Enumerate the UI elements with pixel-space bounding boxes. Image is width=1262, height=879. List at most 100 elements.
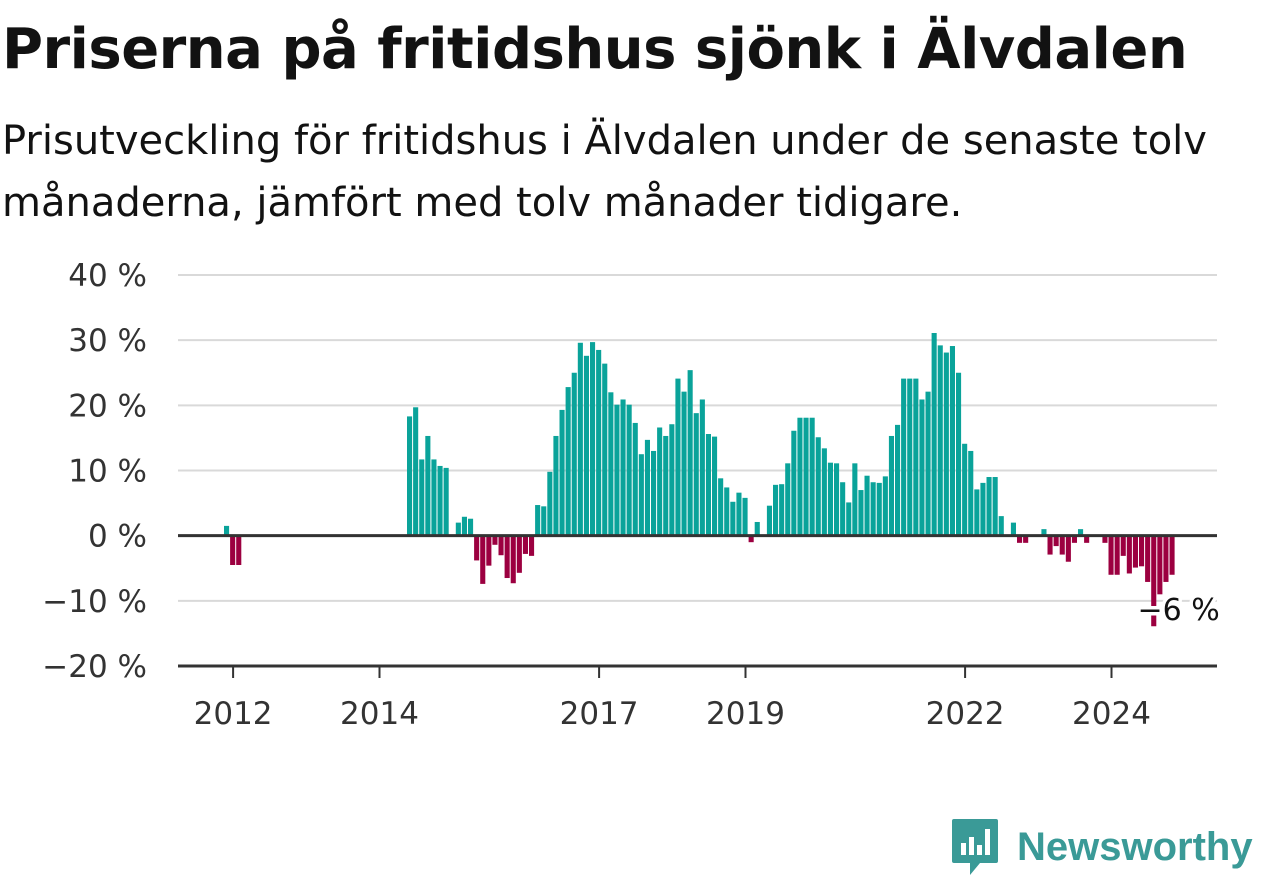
bar xyxy=(1108,535,1114,575)
bar xyxy=(1071,535,1077,543)
bar xyxy=(718,478,724,536)
bar xyxy=(937,345,943,536)
bar xyxy=(461,516,467,536)
bar xyxy=(492,535,498,545)
bar xyxy=(1041,529,1047,536)
bar xyxy=(1017,535,1023,543)
y-tick-label: 10 % xyxy=(68,454,147,490)
bar xyxy=(419,459,425,536)
chart-subtitle: Prisutveckling för fritidshus i Älvdalen… xyxy=(2,118,1207,226)
y-tick-label: −10 % xyxy=(42,584,147,620)
bar xyxy=(669,424,675,536)
bar xyxy=(949,346,955,536)
bar xyxy=(998,516,1004,536)
bar xyxy=(797,417,803,536)
bar xyxy=(815,437,821,536)
chart-title: Priserna på fritidshus sjönk i Älvdalen xyxy=(2,17,1188,82)
bar xyxy=(608,392,614,536)
bar xyxy=(516,535,522,573)
bar xyxy=(1078,529,1084,536)
bar xyxy=(486,535,492,566)
bar xyxy=(968,450,974,536)
y-tick-label: 30 % xyxy=(68,323,147,359)
bar xyxy=(846,502,852,536)
bar xyxy=(748,535,754,543)
x-axis-ticks: 2012 2014 2017 2019 2022 2024 xyxy=(194,666,1151,732)
bar xyxy=(535,505,541,536)
bar xyxy=(553,435,559,536)
bar xyxy=(583,355,589,536)
bar xyxy=(413,407,419,536)
bar xyxy=(840,482,846,536)
bar xyxy=(425,435,431,536)
newsworthy-logo-icon xyxy=(952,819,998,875)
bar xyxy=(888,435,894,536)
bar xyxy=(565,387,571,536)
bar xyxy=(699,399,705,536)
bar xyxy=(791,430,797,536)
bar xyxy=(651,450,657,536)
bar xyxy=(541,506,547,536)
bar xyxy=(1114,535,1120,575)
bar xyxy=(895,424,901,536)
bar xyxy=(1084,535,1090,543)
bar xyxy=(522,535,528,554)
y-tick-label: −20 % xyxy=(42,649,147,685)
bar xyxy=(1023,535,1029,543)
bar xyxy=(882,476,888,536)
data-label-last-value: −6 % xyxy=(1137,593,1219,628)
bar xyxy=(431,459,437,536)
bar xyxy=(1163,535,1169,582)
bar xyxy=(785,463,791,536)
x-tick-label: 2024 xyxy=(1072,696,1151,732)
bar xyxy=(1157,535,1163,595)
bar xyxy=(742,497,748,536)
x-tick-label: 2012 xyxy=(194,696,273,732)
bar xyxy=(632,422,638,536)
y-tick-label: 0 % xyxy=(88,519,147,555)
bar xyxy=(474,535,480,561)
bar xyxy=(510,535,516,584)
bar xyxy=(876,482,882,536)
bar xyxy=(577,342,583,536)
bar xyxy=(956,372,962,536)
bar xyxy=(504,535,510,579)
bar xyxy=(724,487,730,536)
bar xyxy=(1059,535,1065,555)
bar xyxy=(620,399,626,536)
bar xyxy=(224,525,230,536)
bar xyxy=(1102,535,1108,543)
bar xyxy=(547,471,553,536)
bar xyxy=(638,454,644,536)
bar xyxy=(644,439,650,536)
bar xyxy=(1047,535,1053,555)
bar xyxy=(827,462,833,536)
bar xyxy=(443,467,449,536)
bar xyxy=(712,436,718,536)
bar xyxy=(529,535,535,556)
bar xyxy=(754,521,760,536)
bar xyxy=(834,463,840,536)
bar xyxy=(730,501,736,536)
bar xyxy=(852,463,858,536)
bar xyxy=(657,427,663,536)
bar xyxy=(919,399,925,536)
brand-logo: Newsworthy xyxy=(950,816,1253,878)
bar xyxy=(1139,535,1145,567)
bar xyxy=(907,378,913,536)
bar xyxy=(803,417,809,536)
bar xyxy=(931,333,937,536)
bar xyxy=(943,352,949,536)
bar xyxy=(962,443,968,536)
bar xyxy=(1065,535,1071,562)
y-tick-label: 20 % xyxy=(68,388,147,424)
bar xyxy=(705,434,711,536)
bar xyxy=(437,465,443,536)
x-tick-label: 2017 xyxy=(560,696,639,732)
bar xyxy=(675,378,681,536)
bar xyxy=(571,372,577,536)
bar xyxy=(559,409,565,536)
bar xyxy=(821,448,827,536)
bar xyxy=(480,535,486,584)
